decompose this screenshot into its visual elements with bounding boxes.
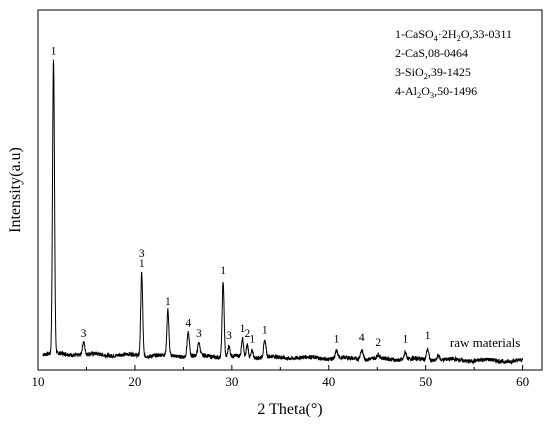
- peak-label: 1: [425, 330, 431, 342]
- x-tick-label: 20: [128, 374, 141, 389]
- peak-label: 1: [249, 334, 255, 346]
- peak-label: 1: [240, 323, 246, 335]
- peak-label: 1: [51, 46, 57, 58]
- peak-label: 1: [334, 334, 340, 346]
- peak-label: 3: [139, 248, 145, 260]
- peak-label: 3: [226, 330, 232, 342]
- peak-label: 2: [375, 337, 381, 349]
- axes: 10 20 30 40 50 60: [32, 9, 543, 389]
- legend-entry: 1-CaSO4·2H2O,33-0311: [395, 27, 512, 43]
- peak-label: 1: [262, 325, 268, 337]
- x-axis-label: 2 Theta(°): [257, 401, 322, 418]
- peak-label: 1: [165, 296, 171, 308]
- peak-label: 1: [220, 265, 226, 277]
- x-tick-label: 30: [225, 374, 238, 389]
- x-tick-label: 50: [419, 374, 432, 389]
- peak-label: 1: [402, 334, 408, 346]
- peak-label: 3: [196, 328, 202, 340]
- legend-entry: 2-CaS,08-0464: [395, 46, 468, 60]
- x-tick-label: 60: [516, 374, 529, 389]
- legend-entry: 3-SiO2,39-1425: [395, 65, 471, 81]
- y-axis-label: Intensity(a.u): [7, 147, 24, 233]
- peak-label: 4: [359, 332, 365, 344]
- series-label: raw materials: [450, 335, 520, 350]
- x-tick-label: 10: [32, 374, 45, 389]
- legend-entry: 4-Al2O3,50-1496: [395, 84, 477, 100]
- legend: 1-CaSO4·2H2O,33-0311 2-CaS,08-0464 3-SiO2,…: [395, 27, 512, 100]
- peak-label: 2: [244, 328, 250, 340]
- plot-frame: [37, 9, 543, 371]
- x-tick-label: 40: [322, 374, 335, 389]
- peak-label: 4: [185, 317, 191, 329]
- trace-layer: [42, 59, 523, 365]
- peak-label: 3: [81, 328, 87, 340]
- series-trace-raw-materials: [42, 59, 523, 365]
- peak-label: 1: [139, 258, 145, 270]
